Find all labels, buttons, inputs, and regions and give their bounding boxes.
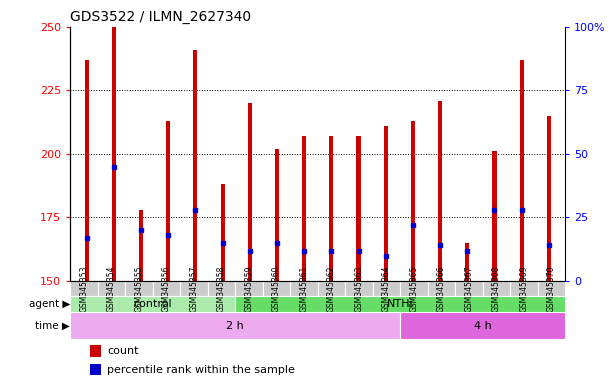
Bar <box>235 296 565 311</box>
Bar <box>373 281 400 296</box>
Text: GSM345361: GSM345361 <box>299 265 309 312</box>
Text: GSM345360: GSM345360 <box>272 265 281 312</box>
Text: GSM345356: GSM345356 <box>162 265 171 312</box>
Bar <box>70 311 400 339</box>
Bar <box>465 243 469 281</box>
Bar <box>275 149 279 281</box>
Text: GSM345364: GSM345364 <box>382 265 391 312</box>
Text: GSM345366: GSM345366 <box>437 265 446 312</box>
Bar <box>221 184 225 281</box>
Text: GDS3522 / ILMN_2627340: GDS3522 / ILMN_2627340 <box>70 10 251 25</box>
Text: 2 h: 2 h <box>226 321 244 331</box>
Bar <box>263 281 290 296</box>
Text: 4 h: 4 h <box>474 321 492 331</box>
Bar <box>98 281 125 296</box>
Bar <box>400 281 428 296</box>
Text: NTHi: NTHi <box>387 299 414 309</box>
Bar <box>356 136 360 281</box>
Text: GSM345355: GSM345355 <box>134 265 144 312</box>
Bar <box>112 27 116 281</box>
Text: control: control <box>133 299 172 309</box>
Bar <box>180 281 208 296</box>
Text: time ▶: time ▶ <box>35 321 70 331</box>
Bar <box>400 311 565 339</box>
Bar <box>193 50 197 281</box>
Text: GSM345357: GSM345357 <box>189 265 199 312</box>
Text: GSM345365: GSM345365 <box>409 265 419 312</box>
Bar <box>483 281 510 296</box>
Bar <box>318 281 345 296</box>
Bar <box>519 60 524 281</box>
Text: GSM345369: GSM345369 <box>519 265 529 312</box>
Bar <box>329 136 334 281</box>
Bar <box>70 296 235 311</box>
Bar <box>345 281 373 296</box>
Text: agent ▶: agent ▶ <box>29 299 70 309</box>
Bar <box>247 103 252 281</box>
Text: GSM345354: GSM345354 <box>107 265 116 312</box>
Text: GSM345370: GSM345370 <box>547 265 556 312</box>
Bar <box>153 281 180 296</box>
Text: GSM345363: GSM345363 <box>354 265 364 312</box>
Text: percentile rank within the sample: percentile rank within the sample <box>108 364 295 374</box>
Bar <box>139 210 143 281</box>
Bar <box>235 281 263 296</box>
Text: GSM345368: GSM345368 <box>492 265 501 312</box>
Bar <box>428 281 455 296</box>
Bar <box>84 60 89 281</box>
Text: GSM345367: GSM345367 <box>464 265 474 312</box>
Text: GSM345362: GSM345362 <box>327 265 336 312</box>
Bar <box>547 116 551 281</box>
Bar <box>90 345 101 357</box>
Bar <box>90 364 101 375</box>
Bar <box>290 281 318 296</box>
Text: count: count <box>108 346 139 356</box>
Bar <box>125 281 153 296</box>
Bar <box>411 121 415 281</box>
Bar <box>70 281 98 296</box>
Bar <box>384 126 388 281</box>
Bar <box>538 281 565 296</box>
Text: GSM345358: GSM345358 <box>217 265 226 312</box>
Bar <box>438 101 442 281</box>
Bar <box>302 136 306 281</box>
Text: GSM345359: GSM345359 <box>244 265 254 312</box>
Bar <box>208 281 235 296</box>
Text: GSM345353: GSM345353 <box>79 265 89 312</box>
Bar <box>166 121 170 281</box>
Bar <box>455 281 483 296</box>
Bar <box>510 281 538 296</box>
Bar <box>492 151 497 281</box>
